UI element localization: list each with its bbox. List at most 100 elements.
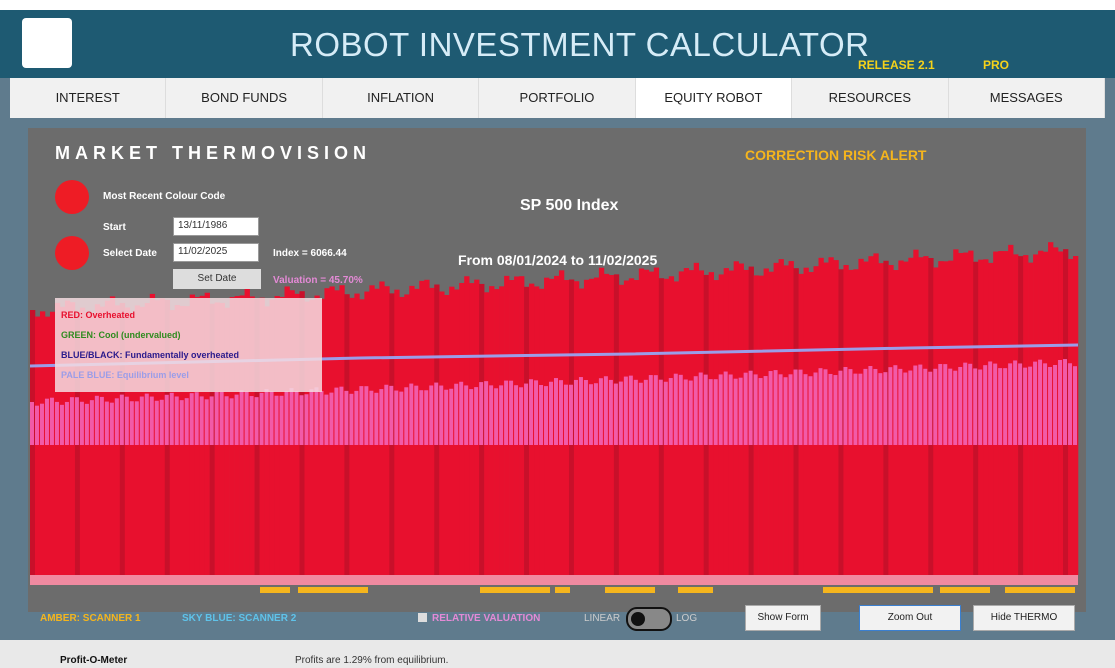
legend-item: GREEN: Cool (undervalued) — [61, 330, 181, 340]
thermo-pink — [534, 380, 539, 445]
thermo-pink — [194, 392, 199, 445]
thermo-pink — [908, 370, 913, 445]
thermo-pink — [838, 370, 843, 445]
scanner-mark — [298, 587, 368, 593]
thermo-pink — [59, 404, 64, 445]
thermo-pink — [124, 396, 129, 445]
thermo-pink — [833, 375, 838, 445]
thermo-pink — [618, 381, 623, 445]
scale-toggle[interactable] — [626, 607, 672, 631]
legend-item: BLUE/BLACK: Fundamentally overheated — [61, 350, 240, 360]
thermo-pink — [668, 378, 673, 445]
thermo-pink — [79, 401, 84, 445]
thermo-pink — [628, 375, 633, 445]
thermo-pink — [608, 379, 613, 445]
thermo-pink — [888, 367, 893, 445]
thermo-pink — [314, 387, 319, 445]
thermo-pink — [539, 385, 544, 445]
thermo-pink — [873, 368, 878, 445]
thermo-pink — [289, 388, 294, 445]
thermo-pink — [603, 376, 608, 445]
thermo-pink — [424, 390, 429, 445]
thermo-pink — [294, 391, 299, 445]
thermo-pink — [64, 401, 69, 445]
thermo-pink — [1003, 368, 1008, 445]
thermo-pink — [598, 378, 603, 445]
thermo-pink — [379, 389, 384, 445]
thermo-pink — [529, 379, 534, 445]
thermo-pink — [399, 391, 404, 445]
thermo-pink — [269, 391, 274, 445]
thermo-pink — [903, 372, 908, 445]
thermo-pink — [324, 394, 329, 445]
legend-item: RED: Overheated — [61, 310, 136, 320]
thermo-pink — [673, 373, 678, 445]
thermo-pink — [419, 390, 424, 445]
thermo-pink — [883, 372, 888, 445]
thermo-pink — [484, 381, 489, 445]
thermo-pink — [69, 397, 74, 445]
thermo-pink — [958, 366, 963, 445]
tab[interactable]: MESSAGES — [949, 78, 1105, 118]
thermo-pink — [169, 392, 174, 445]
thermo-pink — [973, 368, 978, 445]
thermo-pink — [129, 401, 134, 445]
thermo-pink — [683, 379, 688, 445]
release: RELEASE 2.1 — [858, 58, 935, 72]
thermo-pink — [953, 370, 958, 445]
thermo-pink — [514, 385, 519, 445]
thermo-pink — [344, 390, 349, 445]
thermo-pink — [708, 379, 713, 445]
thermo-pink — [184, 398, 189, 445]
thermo-pink — [444, 389, 449, 445]
thermo-pink — [793, 369, 798, 445]
thermo-pink — [99, 396, 104, 445]
tab[interactable]: EQUITY ROBOT — [635, 78, 793, 118]
button[interactable]: Hide THERMO — [973, 605, 1075, 631]
thermo-pink — [229, 398, 234, 445]
colour-dot — [55, 180, 89, 214]
thermo-pink — [114, 398, 119, 445]
thermo-pink — [983, 365, 988, 445]
button[interactable]: Show Form — [745, 605, 821, 631]
thermo-pink — [678, 374, 683, 445]
thermo-pink — [583, 380, 588, 445]
thermo-pink — [593, 383, 598, 445]
button[interactable]: Zoom Out — [859, 605, 961, 631]
tab[interactable]: BOND FUNDS — [166, 78, 323, 118]
tab[interactable]: PORTFOLIO — [479, 78, 636, 118]
thermo-pink — [573, 379, 578, 445]
label: Most Recent Colour Code — [103, 191, 226, 202]
thermo-pink — [938, 364, 943, 445]
status-bar — [0, 640, 1115, 668]
thermo-pink — [923, 368, 928, 445]
thermo-pink — [199, 396, 204, 445]
thermo-pink — [928, 371, 933, 445]
thermo-pink — [334, 387, 339, 445]
start-input[interactable]: 13/11/1986 — [173, 217, 259, 236]
chart-range: From 08/01/2024 to 11/02/2025 — [458, 252, 658, 268]
thermo-pink — [758, 378, 763, 445]
thermo-pink — [209, 396, 214, 445]
top-strip — [0, 0, 1115, 10]
thermo-pink — [703, 374, 708, 445]
thermo-pink — [638, 382, 643, 445]
thermo-pink — [189, 393, 194, 445]
thermo-pink — [404, 387, 409, 445]
thermo-pink — [893, 365, 898, 445]
set-date-button[interactable]: Set Date — [173, 269, 261, 289]
tab[interactable]: RESOURCES — [792, 78, 949, 118]
thermo-pink — [1053, 364, 1058, 445]
thermo-pink — [1058, 359, 1063, 445]
tab[interactable]: INFLATION — [323, 78, 480, 118]
thermo-pink — [1068, 363, 1073, 445]
thermo-pink — [84, 403, 89, 445]
date-input[interactable]: 11/02/2025 — [173, 243, 259, 262]
checkbox[interactable] — [418, 613, 427, 622]
header — [0, 10, 1115, 78]
thermo-pink — [509, 380, 514, 445]
thermo-pink — [389, 385, 394, 445]
tab[interactable]: INTEREST — [10, 78, 167, 118]
thermo-pink — [1048, 367, 1053, 445]
